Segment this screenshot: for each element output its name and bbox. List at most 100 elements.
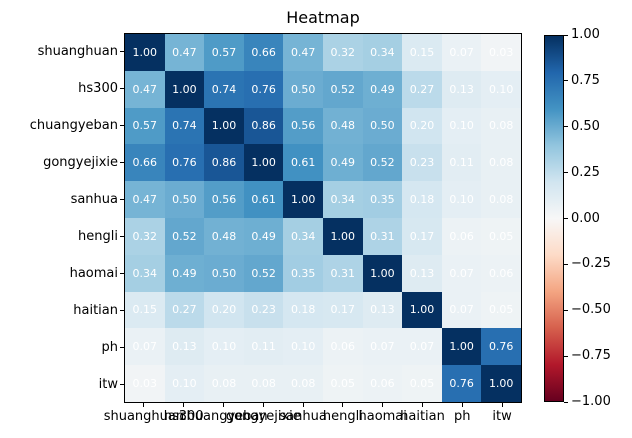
x-tick-label: chuangyeban <box>179 409 268 424</box>
heatmap-cell: 1.00 <box>164 70 205 108</box>
heatmap-cell: 0.31 <box>322 254 363 292</box>
heatmap-cell: 1.00 <box>283 181 323 218</box>
colorbar-tick-mark <box>564 401 568 403</box>
heatmap-cell: 0.47 <box>283 34 323 71</box>
heatmap-cell: 0.49 <box>362 70 403 108</box>
heatmap-cell: 0.35 <box>362 181 403 218</box>
y-tick-mark <box>120 199 124 200</box>
heatmap-cell: 0.08 <box>283 365 323 402</box>
heatmap-cell: 0.57 <box>204 34 244 71</box>
colorbar-tick-label: −0.50 <box>571 302 611 318</box>
heatmap-cell: 0.08 <box>204 365 244 402</box>
heatmap-cell: 0.34 <box>283 217 323 255</box>
x-tick-label: itw <box>492 409 512 424</box>
heatmap-cell: 0.13 <box>362 291 403 329</box>
heatmap-cell: 0.27 <box>402 70 442 108</box>
y-tick-label: chuangyeban <box>29 117 118 133</box>
heatmap-cell: 0.66 <box>243 34 284 71</box>
heatmap-cell: 0.50 <box>164 181 205 218</box>
heatmap-cell: 0.06 <box>481 254 521 292</box>
x-tick-mark <box>342 403 344 407</box>
y-tick-label: ph <box>101 339 119 355</box>
x-tick-mark <box>422 403 423 407</box>
x-tick-mark <box>183 403 185 407</box>
heatmap-cell: 0.10 <box>441 181 482 218</box>
heatmap-cell: 0.07 <box>441 34 482 71</box>
heatmap-cell: 0.18 <box>402 181 442 218</box>
x-tick-mark <box>302 403 304 407</box>
heatmap-cell: 0.08 <box>243 365 284 402</box>
x-tick-label: gongyejixie <box>225 409 301 424</box>
colorbar-tick-label: −0.75 <box>571 348 611 364</box>
heatmap-cell: 1.00 <box>243 144 284 182</box>
heatmap-cell: 0.06 <box>362 365 403 402</box>
y-tick-mark <box>120 88 124 89</box>
heatmap-cell: 0.08 <box>481 144 521 182</box>
heatmap-cell: 0.10 <box>441 107 482 145</box>
heatmap-cell: 0.61 <box>283 144 323 182</box>
heatmap-cell: 0.52 <box>243 254 284 292</box>
heatmap-cell: 1.00 <box>125 34 165 71</box>
heatmap-cell: 0.49 <box>322 144 363 182</box>
y-tick-label: haitian <box>73 302 118 318</box>
heatmap-cell: 0.13 <box>164 328 205 366</box>
heatmap-cell: 0.27 <box>164 291 205 329</box>
y-tick-label: hs300 <box>78 80 118 96</box>
heatmap-cell: 0.10 <box>481 70 521 108</box>
y-tick-label: shuanghuan <box>37 43 118 59</box>
heatmap-cell: 0.35 <box>283 254 323 292</box>
heatmap-cell: 0.56 <box>283 107 323 145</box>
heatmap-cell: 0.05 <box>481 291 521 329</box>
heatmap-cell: 1.00 <box>362 254 403 292</box>
y-tick-mark <box>120 384 124 385</box>
heatmap-cell: 0.34 <box>125 254 165 292</box>
heatmap-cell: 0.23 <box>243 291 284 329</box>
heatmap-cell: 0.61 <box>243 181 284 218</box>
x-tick-label: haitian <box>400 409 445 424</box>
y-tick-label: hengli <box>78 228 118 244</box>
x-tick-label: ph <box>454 409 471 424</box>
heatmap-grid: 1.00 0.47 0.57 0.66 0.47 0.32 0.34 0.15 0.07 0.03… <box>125 34 521 402</box>
heatmap-cell: 0.10 <box>164 365 205 402</box>
x-tick-label: sanhua <box>279 409 327 424</box>
x-tick-label: haomai <box>358 409 407 424</box>
heatmap-cell: 0.06 <box>322 328 363 366</box>
heatmap-cell: 0.05 <box>322 365 363 402</box>
y-tick-mark <box>120 162 124 163</box>
colorbar-tick-mark <box>564 355 568 357</box>
heatmap-cell: 0.15 <box>125 291 165 329</box>
heatmap-axes: 1.00 0.47 0.57 0.66 0.47 0.32 0.34 0.15 0.07 0.03… <box>124 33 522 403</box>
heatmap-cell: 0.07 <box>402 328 442 366</box>
colorbar-tick-mark <box>564 309 568 311</box>
heatmap-cell: 0.47 <box>125 181 165 218</box>
y-tick-mark <box>120 310 124 311</box>
colorbar-tick-label: 0.50 <box>571 118 600 134</box>
y-tick-label: sanhua <box>70 191 118 207</box>
heatmap-cell: 0.10 <box>204 328 244 366</box>
heatmap-cell: 0.76 <box>441 365 482 402</box>
heatmap-cell: 0.74 <box>204 70 244 108</box>
heatmap-cell: 0.10 <box>283 328 323 366</box>
colorbar <box>544 35 564 402</box>
x-tick-label: hs300 <box>163 409 204 424</box>
heatmap-cell: 0.32 <box>125 217 165 255</box>
heatmap-cell: 1.00 <box>441 328 482 366</box>
x-tick-mark <box>223 403 224 407</box>
heatmap-cell: 0.76 <box>481 328 521 366</box>
x-tick-mark <box>262 403 264 407</box>
heatmap-cell: 0.05 <box>402 365 442 402</box>
colorbar-tick-label: 0.00 <box>571 210 600 226</box>
heatmap-cell: 0.74 <box>164 107 205 145</box>
heatmap-cell: 0.11 <box>243 328 284 366</box>
heatmap-cell: 0.07 <box>441 291 482 329</box>
y-tick-label: haomai <box>69 265 118 281</box>
heatmap-cell: 0.76 <box>164 144 205 182</box>
heatmap-cell: 0.66 <box>125 144 165 182</box>
heatmap-cell: 0.56 <box>204 181 244 218</box>
heatmap-cell: 0.52 <box>322 70 363 108</box>
x-tick-mark <box>501 403 503 407</box>
x-tick-label: hengli <box>322 409 363 424</box>
heatmap-cell: 0.06 <box>441 217 482 255</box>
heatmap-cell: 0.52 <box>164 217 205 255</box>
